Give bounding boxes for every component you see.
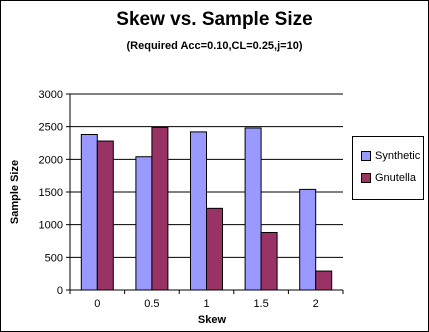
x-axis-title: Skew bbox=[198, 314, 227, 326]
chart-subtitle: (Required Acc=0.10,CL=0.25,j=10) bbox=[126, 40, 303, 52]
x-tick-label: 1 bbox=[203, 298, 209, 310]
bar-gnutella-2 bbox=[315, 270, 333, 291]
y-tick-label: 500 bbox=[45, 252, 63, 264]
y-axis-title: Sample Size bbox=[9, 160, 21, 224]
bar-gnutella-1.5 bbox=[260, 232, 278, 291]
bar-synthetic-0.5 bbox=[135, 156, 153, 291]
bar-gnutella-0 bbox=[96, 140, 114, 291]
axes: 0 500 1000 1500 2000 2500 3000 0 0.5 1 1.5 2 bbox=[39, 89, 344, 310]
legend-swatch-synthetic bbox=[361, 151, 371, 161]
bar-synthetic-0 bbox=[80, 134, 98, 291]
legend-label-gnutella: Gnutella bbox=[375, 172, 416, 184]
x-tick-label: 0 bbox=[94, 298, 100, 310]
legend-label-synthetic: Synthetic bbox=[375, 150, 421, 162]
y-tick-label: 2000 bbox=[39, 154, 63, 166]
bars bbox=[80, 126, 333, 291]
bar-synthetic-2 bbox=[299, 188, 317, 291]
legend-item-gnutella: Gnutella bbox=[361, 171, 416, 185]
bar-gnutella-0.5 bbox=[151, 126, 169, 291]
legend: Synthetic Gnutella bbox=[352, 136, 424, 200]
y-tick-label: 0 bbox=[57, 285, 63, 297]
bar-synthetic-1.5 bbox=[244, 127, 262, 291]
legend-item-synthetic: Synthetic bbox=[361, 149, 420, 163]
chart-title: Skew vs. Sample Size bbox=[116, 9, 313, 30]
x-tick-label: 2 bbox=[313, 298, 319, 310]
y-tick-label: 1500 bbox=[39, 187, 63, 199]
x-tick-label: 0.5 bbox=[144, 298, 159, 310]
y-tick-label: 1000 bbox=[39, 220, 63, 232]
y-tick-label: 3000 bbox=[39, 89, 63, 101]
bar-synthetic-1 bbox=[190, 131, 207, 291]
x-tick-label: 1.5 bbox=[253, 298, 268, 310]
y-tick-label: 2500 bbox=[39, 122, 63, 134]
bar-gnutella-1 bbox=[206, 207, 223, 291]
legend-swatch-gnutella bbox=[361, 173, 371, 183]
